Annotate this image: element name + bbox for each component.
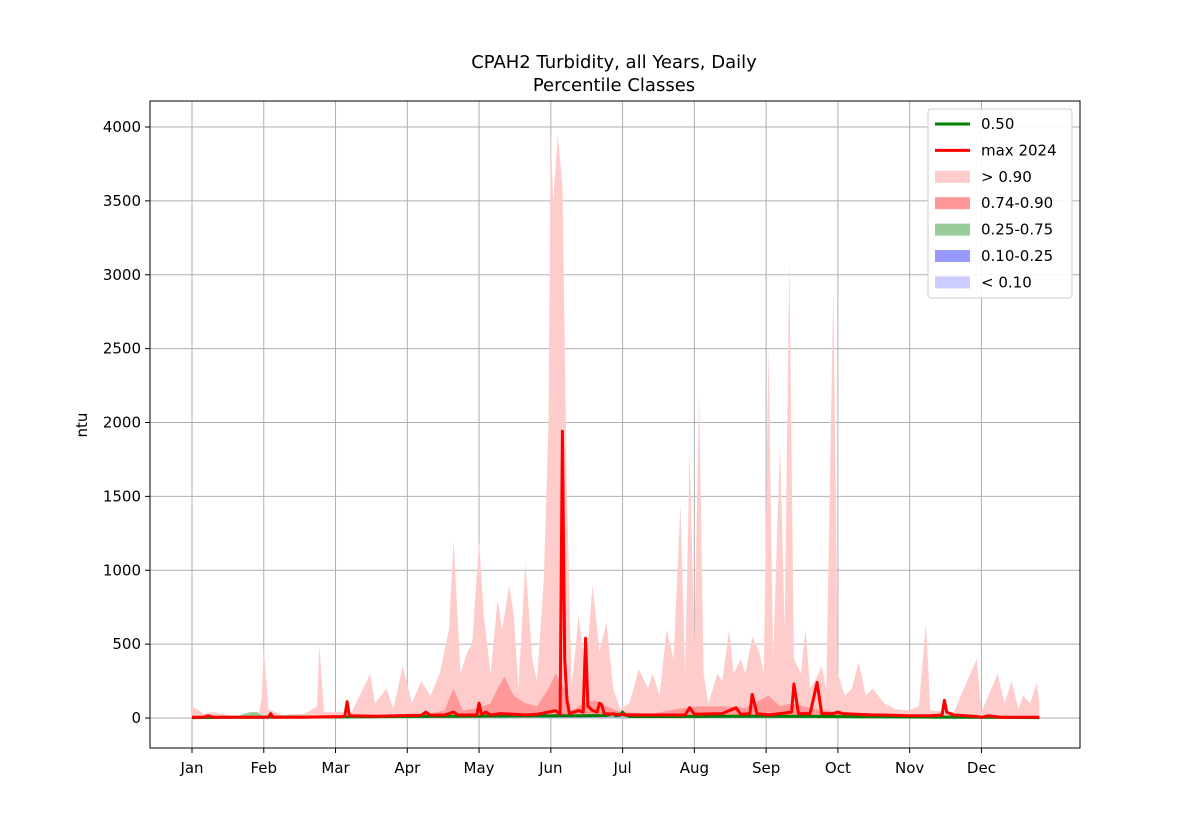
legend-label-max-2024: max 2024: [981, 141, 1057, 159]
legend-swatch-0-90: [935, 170, 970, 183]
x-tick-label: Sep: [752, 759, 780, 777]
legend-swatch-0-10-0-25: [935, 250, 970, 262]
x-tick-label: Apr: [394, 759, 421, 777]
legend-label-0-10-0-25: 0.10-0.25: [981, 247, 1053, 265]
y-tick-label: 500: [112, 635, 141, 653]
legend: 0.50 max 2024 > 0.90 0.74-0.90 0.25-0.75 0.10…: [927, 108, 1073, 299]
y-tick-label: 3000: [103, 266, 141, 284]
legend-label-0-25-0-75: 0.25-0.75: [981, 221, 1053, 239]
y-axis-label: ntu: [73, 413, 91, 438]
line-max-2024: [192, 429, 1040, 719]
y-tick-label: 2500: [103, 340, 141, 358]
x-tick-label: Nov: [895, 759, 924, 777]
y-tick-label: 0: [131, 709, 141, 727]
legend-label-0-90: > 0.90: [981, 168, 1032, 186]
plot-frame: [149, 100, 1081, 749]
y-tick-label: 2000: [103, 414, 141, 432]
series-layer: [191, 134, 1040, 720]
legend-swatch-0-74-0-90: [935, 197, 970, 210]
x-tick-label: May: [464, 759, 495, 777]
legend-swatch-0-25-0-75: [935, 223, 970, 236]
y-tick-label: 4000: [103, 118, 141, 136]
chart-subtitle: Percentile Classes: [533, 75, 695, 96]
y-tick-label: 1000: [103, 561, 141, 579]
legend-label-0-10: < 0.10: [981, 273, 1032, 291]
x-tick-label: Feb: [250, 759, 277, 777]
x-tick-label: Dec: [967, 759, 996, 777]
grid-lines: [150, 101, 1080, 748]
chart-title: CPAH2 Turbidity, all Years, Daily: [471, 52, 757, 73]
x-tick-label: Jun: [538, 759, 562, 777]
x-tick-label: Aug: [680, 759, 709, 777]
x-tick-label: Jul: [613, 759, 632, 777]
y-tick-label: 3500: [103, 192, 141, 210]
axis-ticks: Jan Feb Mar Apr May Jun Jul Aug Sep Oct Nov Dec 0 500…: [103, 118, 996, 777]
x-tick-label: Jan: [179, 759, 203, 777]
y-tick-label: 1500: [103, 487, 141, 505]
legend-label-0-50: 0.50: [981, 115, 1014, 133]
x-tick-label: Oct: [825, 759, 851, 777]
legend-label-0-74-0-90: 0.74-0.90: [981, 194, 1053, 212]
x-tick-label: Mar: [321, 759, 350, 777]
legend-swatch-0-10: [935, 276, 970, 289]
